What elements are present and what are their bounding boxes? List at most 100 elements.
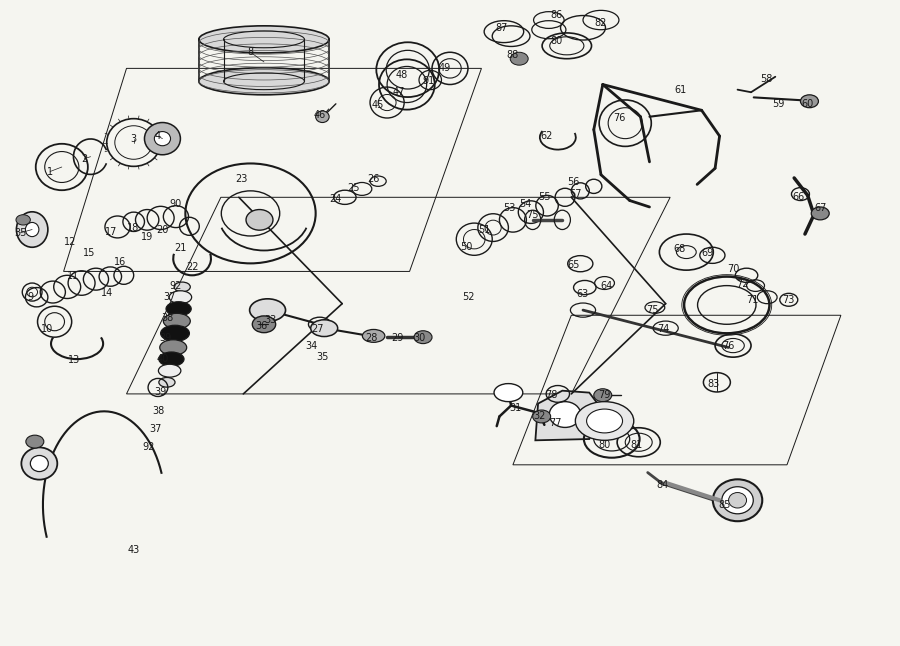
Text: 71: 71: [746, 295, 758, 306]
Circle shape: [26, 435, 44, 448]
Text: 90: 90: [170, 199, 182, 209]
Text: 66: 66: [793, 193, 805, 202]
Text: 11: 11: [67, 271, 78, 281]
Text: 77: 77: [549, 418, 562, 428]
Circle shape: [811, 207, 829, 220]
Text: 52: 52: [462, 292, 474, 302]
Text: 20: 20: [157, 225, 168, 234]
Text: 9: 9: [27, 292, 33, 302]
Text: 23: 23: [235, 174, 248, 184]
Text: 47: 47: [392, 87, 405, 98]
Text: 36: 36: [256, 321, 267, 331]
Ellipse shape: [163, 313, 190, 329]
Text: 24: 24: [329, 194, 342, 203]
Text: 75: 75: [646, 305, 659, 315]
Text: 69: 69: [701, 248, 713, 258]
Ellipse shape: [587, 409, 623, 433]
Ellipse shape: [549, 402, 580, 428]
Ellipse shape: [729, 492, 746, 508]
Ellipse shape: [160, 325, 189, 341]
Text: 12: 12: [64, 238, 76, 247]
Ellipse shape: [158, 364, 181, 377]
Text: 25: 25: [347, 183, 360, 193]
Text: 56: 56: [567, 178, 580, 187]
Text: 59: 59: [772, 99, 784, 109]
Text: 17: 17: [105, 227, 117, 237]
Text: 37: 37: [149, 424, 161, 434]
Ellipse shape: [145, 123, 180, 155]
Ellipse shape: [713, 479, 762, 521]
Text: 92: 92: [143, 442, 155, 452]
Ellipse shape: [722, 486, 753, 514]
Text: 39: 39: [159, 333, 171, 344]
Ellipse shape: [575, 402, 634, 441]
Circle shape: [800, 95, 818, 108]
Text: 81: 81: [630, 441, 642, 450]
Text: 70: 70: [727, 264, 739, 274]
Text: 50: 50: [460, 242, 473, 252]
Text: 37: 37: [164, 292, 176, 302]
Text: 31: 31: [509, 403, 522, 413]
Circle shape: [510, 52, 528, 65]
Text: 54: 54: [519, 199, 532, 209]
Text: 29: 29: [391, 333, 403, 343]
Ellipse shape: [169, 291, 192, 304]
Ellipse shape: [310, 320, 338, 337]
Circle shape: [252, 316, 275, 333]
Text: 60: 60: [802, 99, 814, 109]
Text: 18: 18: [127, 223, 139, 233]
Text: 4: 4: [155, 131, 161, 141]
Circle shape: [533, 410, 551, 423]
Text: 72: 72: [736, 279, 748, 289]
Text: 53: 53: [503, 203, 516, 213]
Text: 85: 85: [719, 500, 731, 510]
Text: 13: 13: [68, 355, 80, 366]
Text: 48: 48: [395, 70, 408, 80]
Ellipse shape: [316, 111, 329, 123]
Text: 40: 40: [157, 354, 168, 364]
Text: 76: 76: [613, 113, 626, 123]
Text: 49: 49: [438, 63, 451, 74]
Text: 16: 16: [114, 256, 126, 267]
Ellipse shape: [199, 68, 329, 95]
Ellipse shape: [25, 222, 39, 236]
Text: 35: 35: [316, 351, 328, 362]
Text: 80: 80: [598, 441, 611, 450]
Text: 57: 57: [570, 189, 582, 199]
Text: 26: 26: [367, 174, 380, 184]
Ellipse shape: [249, 299, 285, 322]
Text: 62: 62: [540, 131, 553, 141]
Ellipse shape: [246, 209, 273, 230]
Text: 74: 74: [658, 324, 670, 335]
Text: 45: 45: [372, 100, 384, 110]
Text: 27: 27: [310, 324, 323, 335]
Text: 1: 1: [47, 167, 53, 176]
Text: 92: 92: [170, 280, 182, 291]
Text: 58: 58: [760, 74, 772, 85]
Text: 39: 39: [155, 387, 166, 397]
Text: 78: 78: [545, 390, 558, 400]
Ellipse shape: [159, 340, 186, 355]
Text: 10: 10: [41, 324, 53, 335]
Text: 64: 64: [600, 280, 613, 291]
Text: 33: 33: [265, 315, 276, 325]
Text: 80: 80: [550, 36, 562, 46]
Text: 84: 84: [656, 481, 668, 490]
Text: 15: 15: [83, 248, 94, 258]
Text: 68: 68: [673, 244, 685, 254]
Text: 46: 46: [313, 110, 326, 120]
Text: 34: 34: [305, 340, 318, 351]
Ellipse shape: [166, 302, 191, 316]
Text: 75: 75: [526, 210, 539, 220]
Text: 91: 91: [422, 76, 435, 87]
Polygon shape: [536, 391, 601, 441]
Text: 19: 19: [141, 233, 153, 242]
Text: 82: 82: [594, 18, 607, 28]
Text: 21: 21: [175, 243, 186, 253]
Text: 14: 14: [101, 288, 112, 298]
Text: 32: 32: [534, 412, 546, 421]
Circle shape: [414, 331, 432, 344]
Text: 38: 38: [152, 406, 164, 416]
Text: 79: 79: [598, 390, 611, 400]
Ellipse shape: [174, 282, 190, 292]
